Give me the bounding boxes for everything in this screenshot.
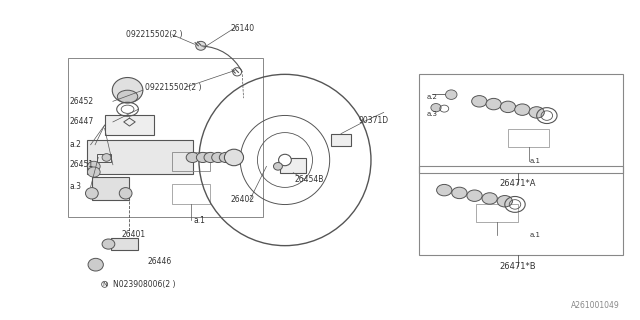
Ellipse shape bbox=[196, 41, 206, 50]
Bar bbox=[97, 154, 111, 162]
Bar bbox=[104, 115, 154, 135]
Ellipse shape bbox=[102, 154, 111, 161]
Text: a.3: a.3 bbox=[70, 182, 81, 191]
Ellipse shape bbox=[86, 188, 99, 199]
Ellipse shape bbox=[486, 98, 501, 110]
Ellipse shape bbox=[452, 187, 467, 199]
Text: a.1: a.1 bbox=[530, 232, 541, 237]
Ellipse shape bbox=[112, 77, 143, 103]
Ellipse shape bbox=[436, 184, 452, 196]
Ellipse shape bbox=[273, 163, 282, 170]
Text: 90371D: 90371D bbox=[358, 116, 388, 125]
Text: N023908006(2 ): N023908006(2 ) bbox=[113, 280, 175, 289]
Text: a.1: a.1 bbox=[530, 158, 541, 164]
Ellipse shape bbox=[225, 149, 244, 166]
Text: a.2: a.2 bbox=[70, 140, 81, 149]
Ellipse shape bbox=[119, 188, 132, 199]
Text: 26140: 26140 bbox=[231, 24, 255, 33]
Bar bbox=[508, 129, 549, 147]
Ellipse shape bbox=[431, 104, 441, 112]
Bar bbox=[476, 204, 518, 222]
Ellipse shape bbox=[212, 152, 225, 163]
Ellipse shape bbox=[88, 167, 100, 177]
Text: 26451: 26451 bbox=[70, 160, 93, 169]
Ellipse shape bbox=[196, 152, 209, 163]
Text: 26471*B: 26471*B bbox=[499, 262, 536, 271]
Text: N: N bbox=[102, 282, 107, 287]
Text: 26446: 26446 bbox=[148, 257, 172, 266]
Text: 26471*A: 26471*A bbox=[499, 179, 536, 188]
Text: a.3: a.3 bbox=[427, 111, 438, 117]
Ellipse shape bbox=[204, 152, 217, 163]
Ellipse shape bbox=[529, 107, 544, 118]
Text: 092215502(2 ): 092215502(2 ) bbox=[145, 83, 201, 92]
Ellipse shape bbox=[500, 101, 516, 113]
Bar bbox=[419, 74, 623, 173]
Text: 092215502(2 ): 092215502(2 ) bbox=[125, 30, 182, 39]
Ellipse shape bbox=[117, 90, 138, 103]
Ellipse shape bbox=[186, 152, 199, 163]
Ellipse shape bbox=[482, 193, 497, 204]
Text: 26401: 26401 bbox=[121, 230, 145, 239]
Ellipse shape bbox=[220, 152, 232, 163]
Ellipse shape bbox=[467, 190, 482, 201]
Ellipse shape bbox=[88, 161, 100, 172]
Text: a.2: a.2 bbox=[427, 93, 438, 100]
Ellipse shape bbox=[515, 104, 530, 115]
Ellipse shape bbox=[102, 239, 115, 249]
Ellipse shape bbox=[278, 154, 291, 166]
Bar bbox=[68, 59, 262, 217]
Bar bbox=[331, 134, 351, 146]
Ellipse shape bbox=[445, 90, 457, 100]
Text: 26454B: 26454B bbox=[294, 174, 324, 184]
Bar bbox=[419, 166, 623, 255]
Bar bbox=[280, 158, 306, 173]
Text: a.1: a.1 bbox=[194, 216, 205, 225]
Text: 26447: 26447 bbox=[70, 117, 94, 126]
Bar bbox=[111, 238, 138, 251]
Ellipse shape bbox=[497, 196, 513, 207]
Bar bbox=[172, 184, 211, 204]
Text: 26402: 26402 bbox=[231, 195, 255, 204]
Bar bbox=[88, 140, 193, 174]
Bar bbox=[172, 152, 211, 171]
Ellipse shape bbox=[472, 96, 487, 107]
Text: 26452: 26452 bbox=[70, 97, 93, 106]
Text: A261001049: A261001049 bbox=[571, 301, 620, 310]
Bar bbox=[92, 178, 129, 200]
Ellipse shape bbox=[88, 258, 103, 271]
